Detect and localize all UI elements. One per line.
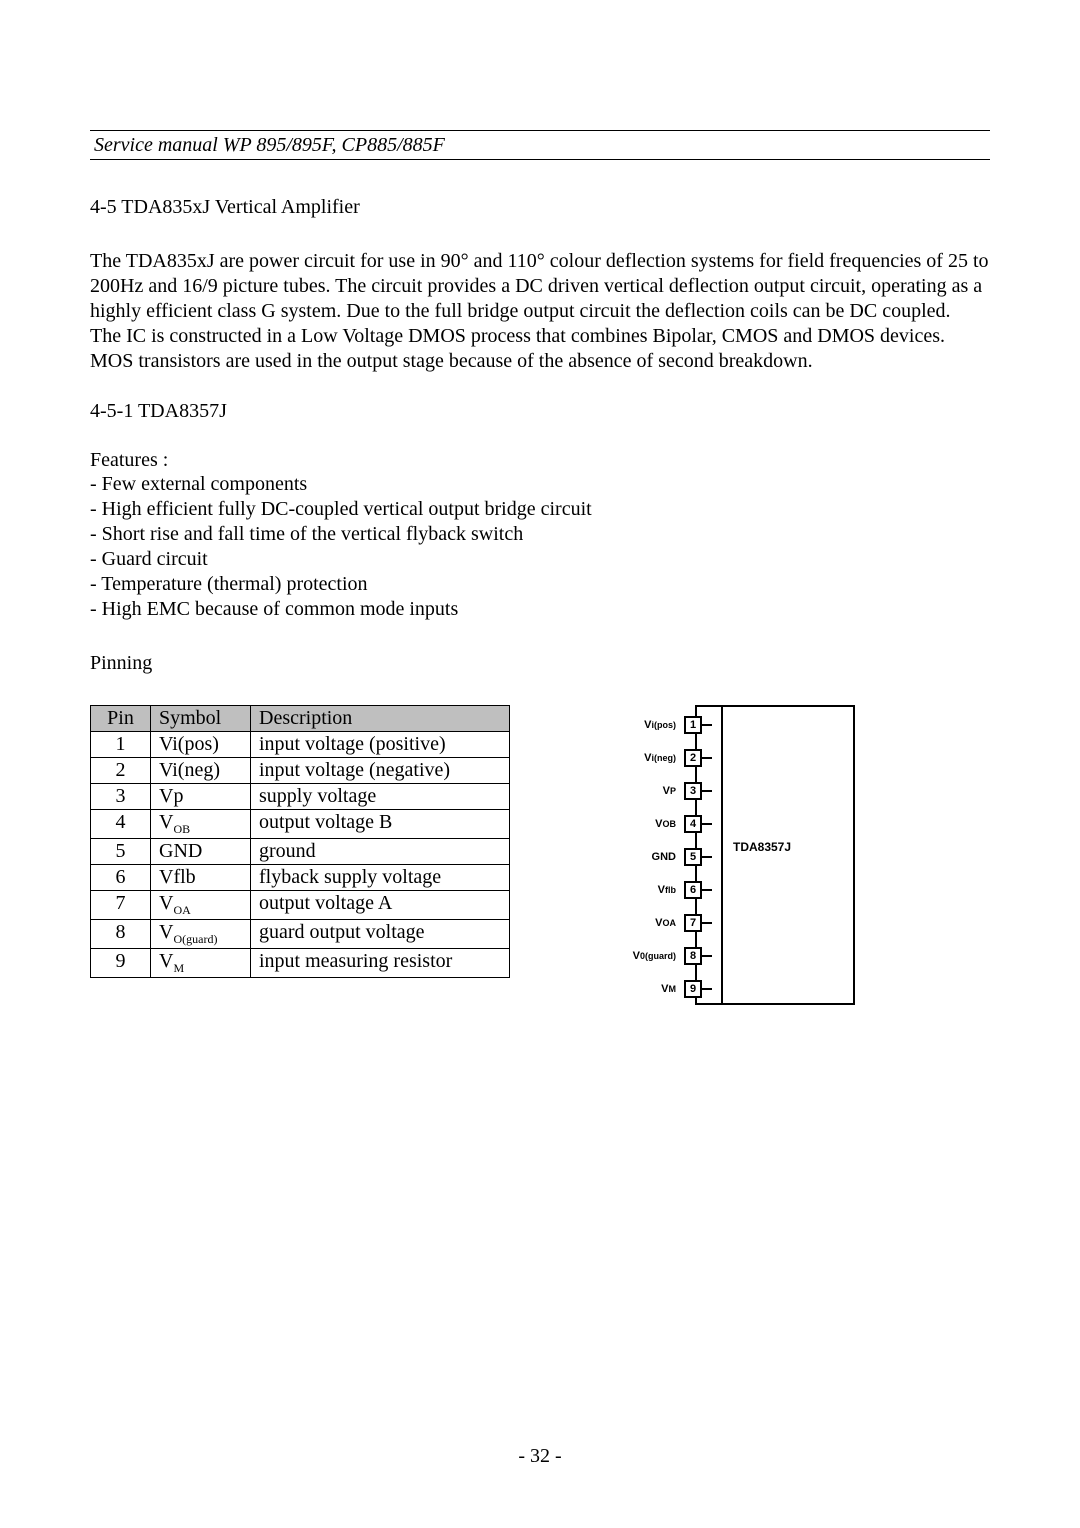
ic-pin-lead [702,889,712,891]
ic-pin-label: Vi(pos) [610,719,682,731]
document-page: Service manual WP 895/895F, CP885/885F 4… [0,0,1080,1065]
ic-pin-label: V0(guard) [610,950,682,962]
pin-cell: 4 [91,810,151,839]
section-heading: 4-5 TDA835xJ Vertical Amplifier [90,196,990,219]
symbol-cell: Vi(neg) [151,758,251,784]
pinning-label: Pinning [90,652,990,675]
description-cell: input voltage (positive) [251,732,510,758]
ic-pin-label: Vflb [610,884,682,896]
description-cell: input voltage (negative) [251,758,510,784]
ic-pin-lead [702,823,712,825]
page-number: - 32 - [0,1445,1080,1468]
ic-pin-box: 3 [684,782,702,800]
feature-line: - Few external components [90,472,990,497]
symbol-cell: VM [151,949,251,978]
feature-line: - Temperature (thermal) protection [90,572,990,597]
ic-pin-box: 6 [684,881,702,899]
pin-cell: 9 [91,949,151,978]
symbol-cell: VO(guard) [151,920,251,949]
subsection-heading: 4-5-1 TDA8357J [90,400,990,423]
symbol-cell: VOA [151,891,251,920]
description-cell: supply voltage [251,784,510,810]
table-row: 5GNDground [91,839,510,865]
ic-pin-lead [702,922,712,924]
ic-pin-lead [702,955,712,957]
feature-line: - High EMC because of common mode inputs [90,597,990,622]
ic-pin-label: Vi(neg) [610,752,682,764]
symbol-cell: Vp [151,784,251,810]
pin-table-h-symbol: Symbol [151,706,251,732]
ic-pin-label: VOA [610,917,682,929]
symbol-cell: Vflb [151,865,251,891]
ic-pin-label: VP [610,785,682,797]
ic-body-inner-line [721,707,723,1003]
ic-pin-label: VOB [610,818,682,830]
ic-pin-lead [702,790,712,792]
ic-pin-row: Vi(pos)1 [610,715,712,735]
pinning-two-col: Pin Symbol Description 1Vi(pos)input vol… [90,705,990,1005]
ic-pin-box: 7 [684,914,702,932]
symbol-cell: VOB [151,810,251,839]
intro-paragraph-1: The TDA835xJ are power circuit for use i… [90,249,990,324]
feature-line: - High efficient fully DC-coupled vertic… [90,497,990,522]
table-row: 4VOBoutput voltage B [91,810,510,839]
ic-pin-box: 5 [684,848,702,866]
description-cell: output voltage B [251,810,510,839]
pin-table: Pin Symbol Description 1Vi(pos)input vol… [90,705,510,978]
ic-pin-lead [702,757,712,759]
pin-cell: 6 [91,865,151,891]
feature-line: - Short rise and fall time of the vertic… [90,522,990,547]
ic-pin-row: V0(guard)8 [610,946,712,966]
ic-pin-row: VOB4 [610,814,712,834]
pin-cell: 8 [91,920,151,949]
table-row: 9VMinput measuring resistor [91,949,510,978]
ic-pin-box: 2 [684,749,702,767]
pin-table-header-row: Pin Symbol Description [91,706,510,732]
ic-pinout-diagram: TDA8357J Vi(pos)1 Vi(neg)2 VP3 VOB4 GND5 Vflb… [610,705,880,1005]
pin-cell: 2 [91,758,151,784]
pin-cell: 1 [91,732,151,758]
table-row: 8VO(guard)guard output voltage [91,920,510,949]
feature-line: - Guard circuit [90,547,990,572]
pin-cell: 3 [91,784,151,810]
ic-pin-row: GND5 [610,847,712,867]
ic-pin-row: Vflb6 [610,880,712,900]
ic-pin-lead [702,856,712,858]
ic-pin-row: VOA7 [610,913,712,933]
ic-pin-box: 1 [684,716,702,734]
ic-pin-label: GND [610,851,682,863]
symbol-cell: Vi(pos) [151,732,251,758]
description-cell: flyback supply voltage [251,865,510,891]
symbol-cell: GND [151,839,251,865]
page-header-title: Service manual WP 895/895F, CP885/885F [90,132,990,160]
pin-cell: 5 [91,839,151,865]
pin-table-h-desc: Description [251,706,510,732]
description-cell: ground [251,839,510,865]
features-list: - Few external components- High efficien… [90,472,990,622]
table-row: 3Vpsupply voltage [91,784,510,810]
description-cell: guard output voltage [251,920,510,949]
ic-part-name: TDA8357J [733,840,791,854]
header-rule-top [90,130,990,131]
ic-pin-row: VM9 [610,979,712,999]
description-cell: output voltage A [251,891,510,920]
table-row: 6Vflbflyback supply voltage [91,865,510,891]
ic-pin-row: Vi(neg)2 [610,748,712,768]
intro-paragraph-2: The IC is constructed in a Low Voltage D… [90,324,990,374]
description-cell: input measuring resistor [251,949,510,978]
ic-pin-label: VM [610,983,682,995]
table-row: 2Vi(neg)input voltage (negative) [91,758,510,784]
ic-pin-lead [702,988,712,990]
table-row: 1Vi(pos)input voltage (positive) [91,732,510,758]
ic-pin-box: 8 [684,947,702,965]
table-row: 7VOAoutput voltage A [91,891,510,920]
pin-cell: 7 [91,891,151,920]
features-label: Features : [90,449,990,472]
pin-table-h-pin: Pin [91,706,151,732]
ic-pin-lead [702,724,712,726]
ic-pin-box: 9 [684,980,702,998]
ic-pin-box: 4 [684,815,702,833]
ic-body-outline [695,705,855,1005]
ic-pin-row: VP3 [610,781,712,801]
